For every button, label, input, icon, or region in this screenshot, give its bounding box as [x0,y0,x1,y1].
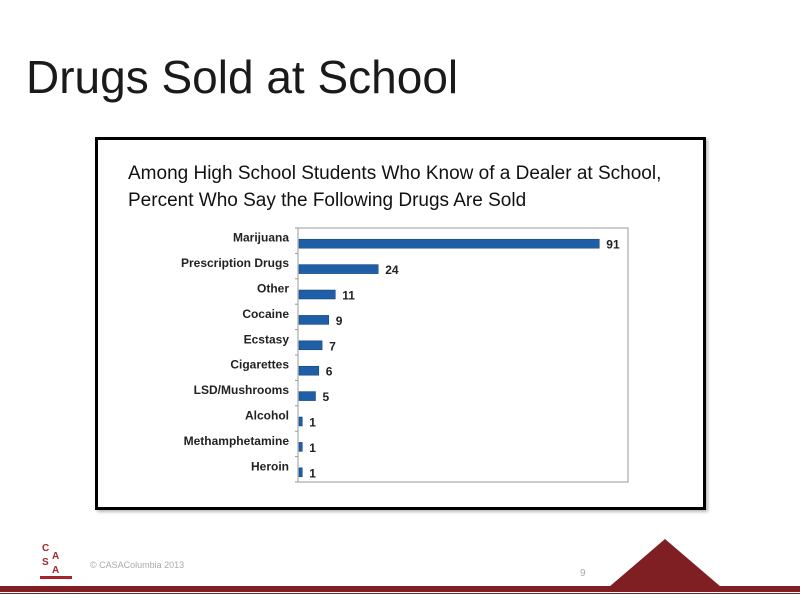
category-label: Ecstasy [244,332,290,346]
bar [298,416,303,427]
value-label: 7 [329,339,336,353]
bar [298,340,323,351]
bar [298,442,303,452]
casa-logo: C A S A [40,541,72,579]
category-label: Alcohol [245,409,289,423]
svg-text:A: A [52,565,59,576]
chart-frame: Among High School Students Who Know of a… [95,137,706,510]
footer-band [0,586,800,592]
category-label: Prescription Drugs [181,256,289,270]
value-label: 91 [606,238,620,252]
bar [298,238,600,249]
value-label: 1 [309,416,316,430]
value-label: 5 [323,390,330,404]
value-label: 24 [385,263,399,277]
chart-title: Among High School Students Who Know of a… [128,163,662,211]
corner-triangle [609,539,721,587]
bar [298,289,336,300]
value-label: 1 [309,466,316,480]
copyright-text: © CASAColumbia 2013 [90,560,185,570]
svg-text:S: S [42,557,49,568]
category-label: Heroin [251,459,289,473]
category-label: Other [257,282,289,296]
category-label: LSD/Mushrooms [194,383,290,397]
bar [298,467,303,478]
page-number: 9 [580,568,586,579]
value-label: 1 [309,441,316,455]
category-label: Cigarettes [230,358,289,372]
bar [298,365,320,376]
value-label: 11 [342,289,355,303]
slide-title: Drugs Sold at School [26,51,459,103]
value-label: 6 [326,365,333,379]
category-label: Cocaine [242,307,289,321]
bar [298,315,329,325]
category-label: Methamphetamine [184,434,290,448]
svg-text:A: A [52,551,59,562]
value-label: 9 [336,314,343,328]
footer-line [0,593,800,594]
bar [298,391,316,401]
bar [298,264,379,274]
svg-text:C: C [42,543,49,554]
category-label: Marijuana [233,231,289,245]
